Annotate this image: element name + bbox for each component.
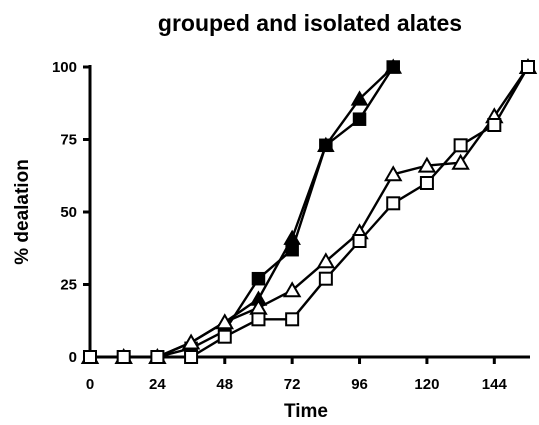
series-3-line [90,66,529,359]
series-1-line [90,66,395,359]
series-3-point [383,165,403,182]
series-2-point [285,242,299,257]
y-tick-label: 100 [52,59,77,76]
series-4-point [116,350,131,364]
x-tick-label: 48 [216,376,233,393]
x-tick-label: 72 [284,376,301,393]
series-4-point [352,234,367,248]
series-2-point [319,138,333,153]
series-3-point [282,281,302,298]
y-tick-label: 25 [60,277,77,294]
series-4-point [184,350,199,364]
y-tick-label: 50 [60,204,77,221]
series-3-point [417,156,437,173]
x-tick-label: 0 [86,376,94,393]
series-1-point [350,90,369,106]
series-3-point [215,313,235,330]
series-4-point [318,271,333,286]
x-tick-labels: 0 24 48 72 96 120 144 [86,376,508,393]
series-4-point [251,312,266,327]
series-4-point [83,350,97,364]
series-3-point [181,333,201,350]
series-4-point [217,329,232,344]
chart-title: grouped and isolated alates [158,10,462,36]
series-2-point [352,112,367,126]
y-tick-label: 0 [69,349,77,366]
series-4-point [453,138,468,153]
series-2-point [386,60,400,74]
y-axis-label: % dealation [12,159,33,265]
series-3-point [316,252,336,269]
series-2-point [251,271,266,286]
axes [83,65,530,364]
series-4-line [90,66,530,359]
series-4-point [487,118,502,132]
series-4-point [386,196,401,211]
series-4-point [150,350,165,364]
series-4-point [521,60,535,74]
series-2-line [90,66,395,359]
x-tick-label: 120 [414,376,439,393]
series-3-point [451,153,470,170]
x-tick-label: 24 [149,376,166,393]
x-axis-label: Time [284,401,328,422]
series-4-point [285,312,300,327]
series-4-point [419,176,434,190]
x-tick-label: 144 [482,376,508,393]
series-layer [80,57,538,364]
x-tick-label: 96 [351,376,368,393]
y-tick-label: 75 [60,132,77,149]
y-tick-labels: 0 25 50 75 100 [52,59,77,366]
